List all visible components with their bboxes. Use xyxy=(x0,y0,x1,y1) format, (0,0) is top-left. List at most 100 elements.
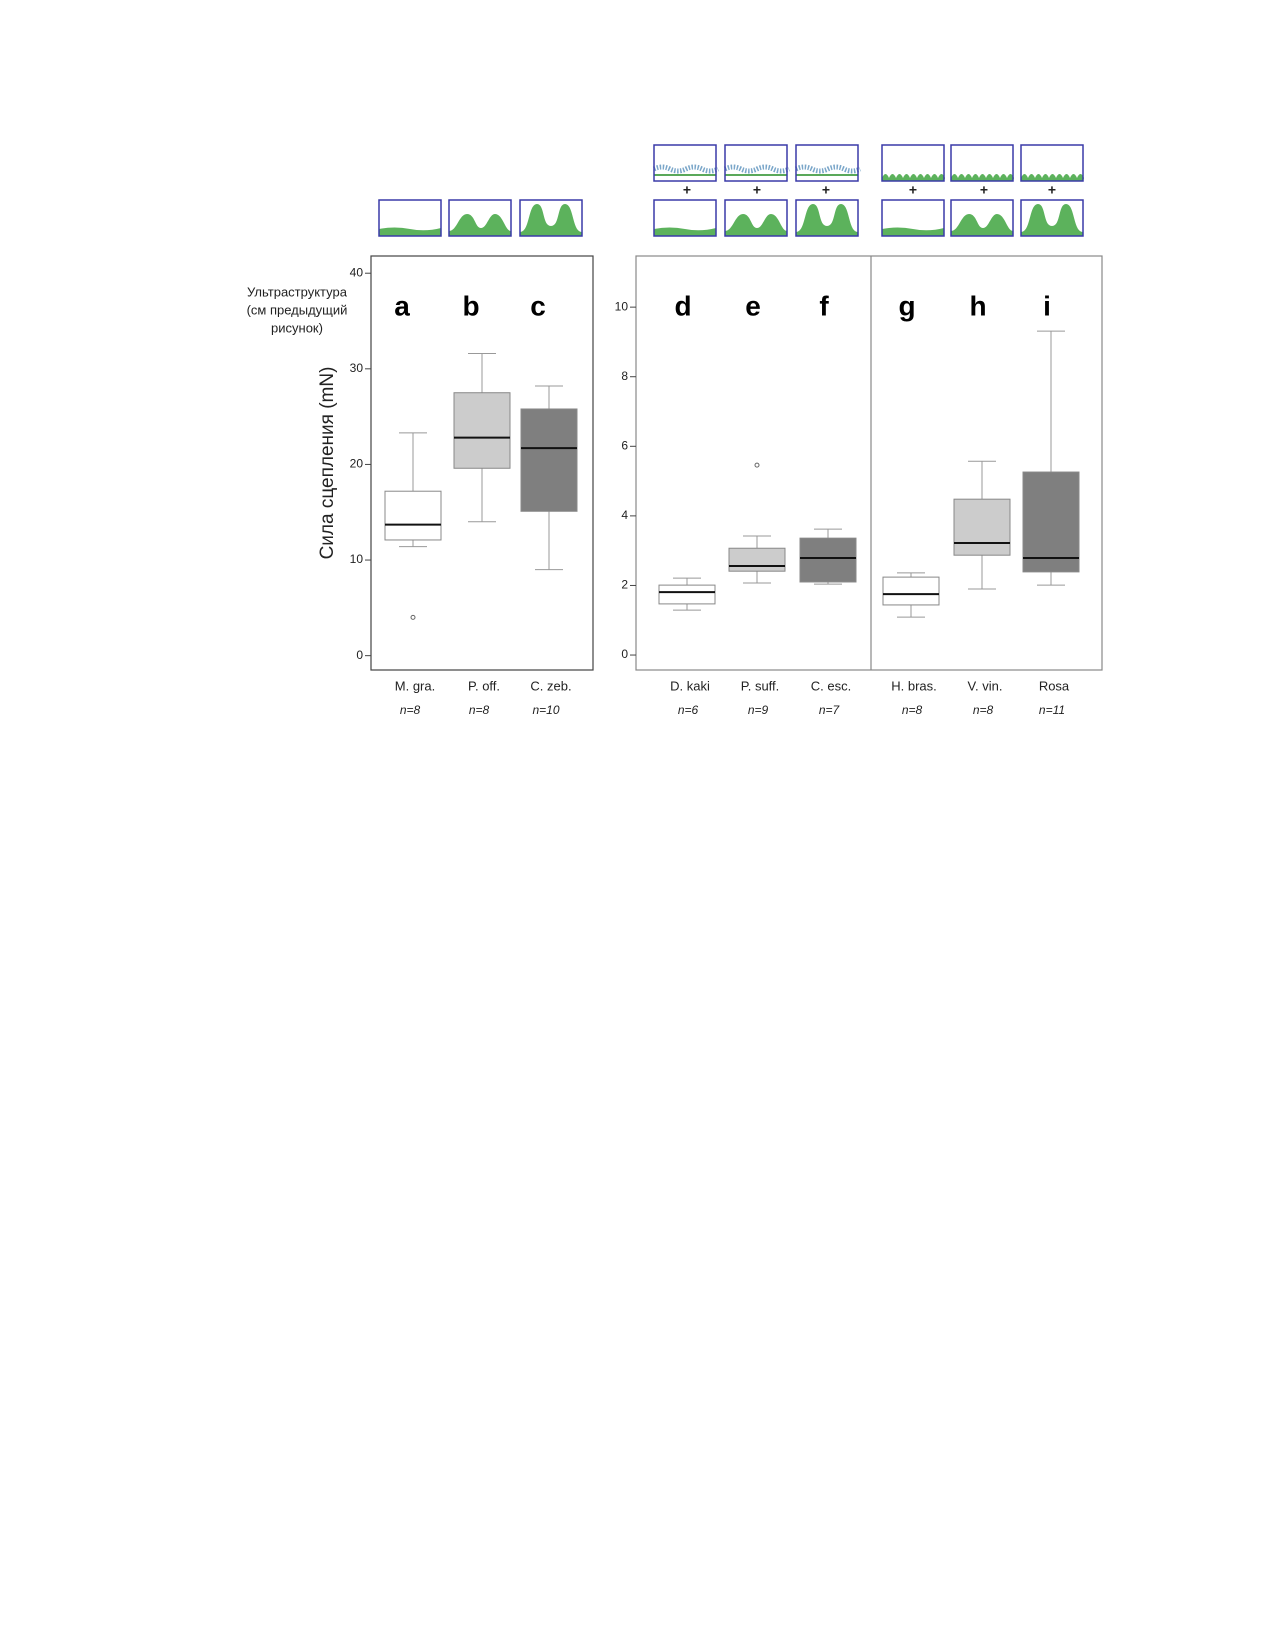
category-label: C. esc. xyxy=(811,678,851,693)
y-tick-label: 0 xyxy=(356,648,363,662)
icon-frame xyxy=(448,199,512,237)
structure-icon xyxy=(652,144,720,182)
annotation: рисунок) xyxy=(271,320,323,335)
letter: a xyxy=(394,290,410,321)
icon-frame xyxy=(519,199,583,237)
box xyxy=(1022,471,1080,573)
structure-icon xyxy=(519,199,583,237)
plot-frame xyxy=(635,255,1103,671)
y-tick-label: 40 xyxy=(350,265,364,279)
category-label: H. bras. xyxy=(891,678,937,693)
icon-frame xyxy=(653,144,717,182)
n-label: n=9 xyxy=(748,703,769,717)
structure-icon xyxy=(950,199,1014,237)
structure-icon xyxy=(1020,144,1084,182)
relief xyxy=(725,214,787,236)
box xyxy=(953,498,1011,556)
relief xyxy=(951,214,1013,236)
n-label: n=11 xyxy=(1039,703,1065,717)
letter: g xyxy=(898,290,915,321)
n-label: n=6 xyxy=(678,703,699,717)
box xyxy=(520,408,578,512)
relief xyxy=(796,204,858,236)
plus-sign: + xyxy=(1048,182,1056,198)
y-tick-label: 0 xyxy=(621,647,628,661)
y-tick-label: 10 xyxy=(615,299,629,313)
structure-icon xyxy=(950,144,1014,182)
y-tick-label: 30 xyxy=(350,361,364,375)
structure-icon xyxy=(794,144,862,182)
icon-frame xyxy=(950,144,1014,182)
box xyxy=(882,576,940,606)
category-label: C. zeb. xyxy=(530,678,571,693)
n-label: n=7 xyxy=(819,703,841,717)
letter: f xyxy=(819,290,829,321)
annotation: Ультраструктура xyxy=(247,284,348,299)
plus-sign: + xyxy=(822,182,830,198)
relief xyxy=(882,227,944,236)
y-tick-label: 10 xyxy=(350,552,364,566)
structure-icon xyxy=(448,199,512,237)
relief xyxy=(654,227,716,236)
relief xyxy=(449,214,511,236)
box xyxy=(453,392,511,469)
structure-icon xyxy=(653,199,717,237)
plus-sign: + xyxy=(753,182,761,198)
letter: i xyxy=(1043,290,1051,321)
y-tick-label: 4 xyxy=(621,508,628,522)
category-label: P. suff. xyxy=(741,678,780,693)
icon-frame xyxy=(724,144,788,182)
outlier xyxy=(754,462,760,468)
y-tick-label: 6 xyxy=(621,438,628,452)
letter: e xyxy=(745,290,761,321)
icon-frame xyxy=(881,144,945,182)
relief xyxy=(1021,204,1083,236)
structure-icon xyxy=(881,199,945,237)
y-tick-label: 8 xyxy=(621,369,628,383)
category-label: P. off. xyxy=(468,678,500,693)
icon-frame xyxy=(795,199,859,237)
wax-layer xyxy=(723,164,791,174)
n-label: n=10 xyxy=(532,703,559,717)
annotation: (см предыдущий xyxy=(247,302,348,317)
n-label: n=8 xyxy=(400,703,421,717)
y-tick-label: 2 xyxy=(621,578,628,592)
box xyxy=(384,490,442,541)
y-axis-label: Сила сцепления (mN) xyxy=(317,367,338,560)
structure-icon xyxy=(1020,199,1084,237)
scallops xyxy=(882,174,945,181)
outlier xyxy=(410,614,416,620)
letter: b xyxy=(462,290,479,321)
structure-icon xyxy=(378,199,442,237)
icon-frame xyxy=(653,199,717,237)
structure-icon xyxy=(724,199,788,237)
icon-frame xyxy=(1020,144,1084,182)
plus-sign: + xyxy=(909,182,917,198)
icon-frame xyxy=(950,199,1014,237)
y-tick-label: 20 xyxy=(350,457,364,471)
n-label: n=8 xyxy=(469,703,490,717)
wax-layer xyxy=(652,164,720,174)
icon-frame xyxy=(795,144,859,182)
n-label: n=8 xyxy=(902,703,923,717)
category-label: Rosa xyxy=(1039,678,1070,693)
box xyxy=(728,547,786,572)
n-label: n=8 xyxy=(973,703,994,717)
relief xyxy=(520,204,582,236)
plus-sign: + xyxy=(683,182,691,198)
icon-frame xyxy=(724,199,788,237)
category-label: D. kaki xyxy=(670,678,710,693)
icon-frame xyxy=(881,199,945,237)
letter: c xyxy=(530,290,546,321)
icon-frame xyxy=(1020,199,1084,237)
wax-layer xyxy=(794,164,862,174)
letter: h xyxy=(969,290,986,321)
plot-frame xyxy=(370,255,594,671)
scallops xyxy=(1021,174,1084,181)
letter: d xyxy=(674,290,691,321)
structure-icon xyxy=(723,144,791,182)
scallops xyxy=(951,174,1014,181)
relief xyxy=(379,227,441,236)
icon-frame xyxy=(378,199,442,237)
